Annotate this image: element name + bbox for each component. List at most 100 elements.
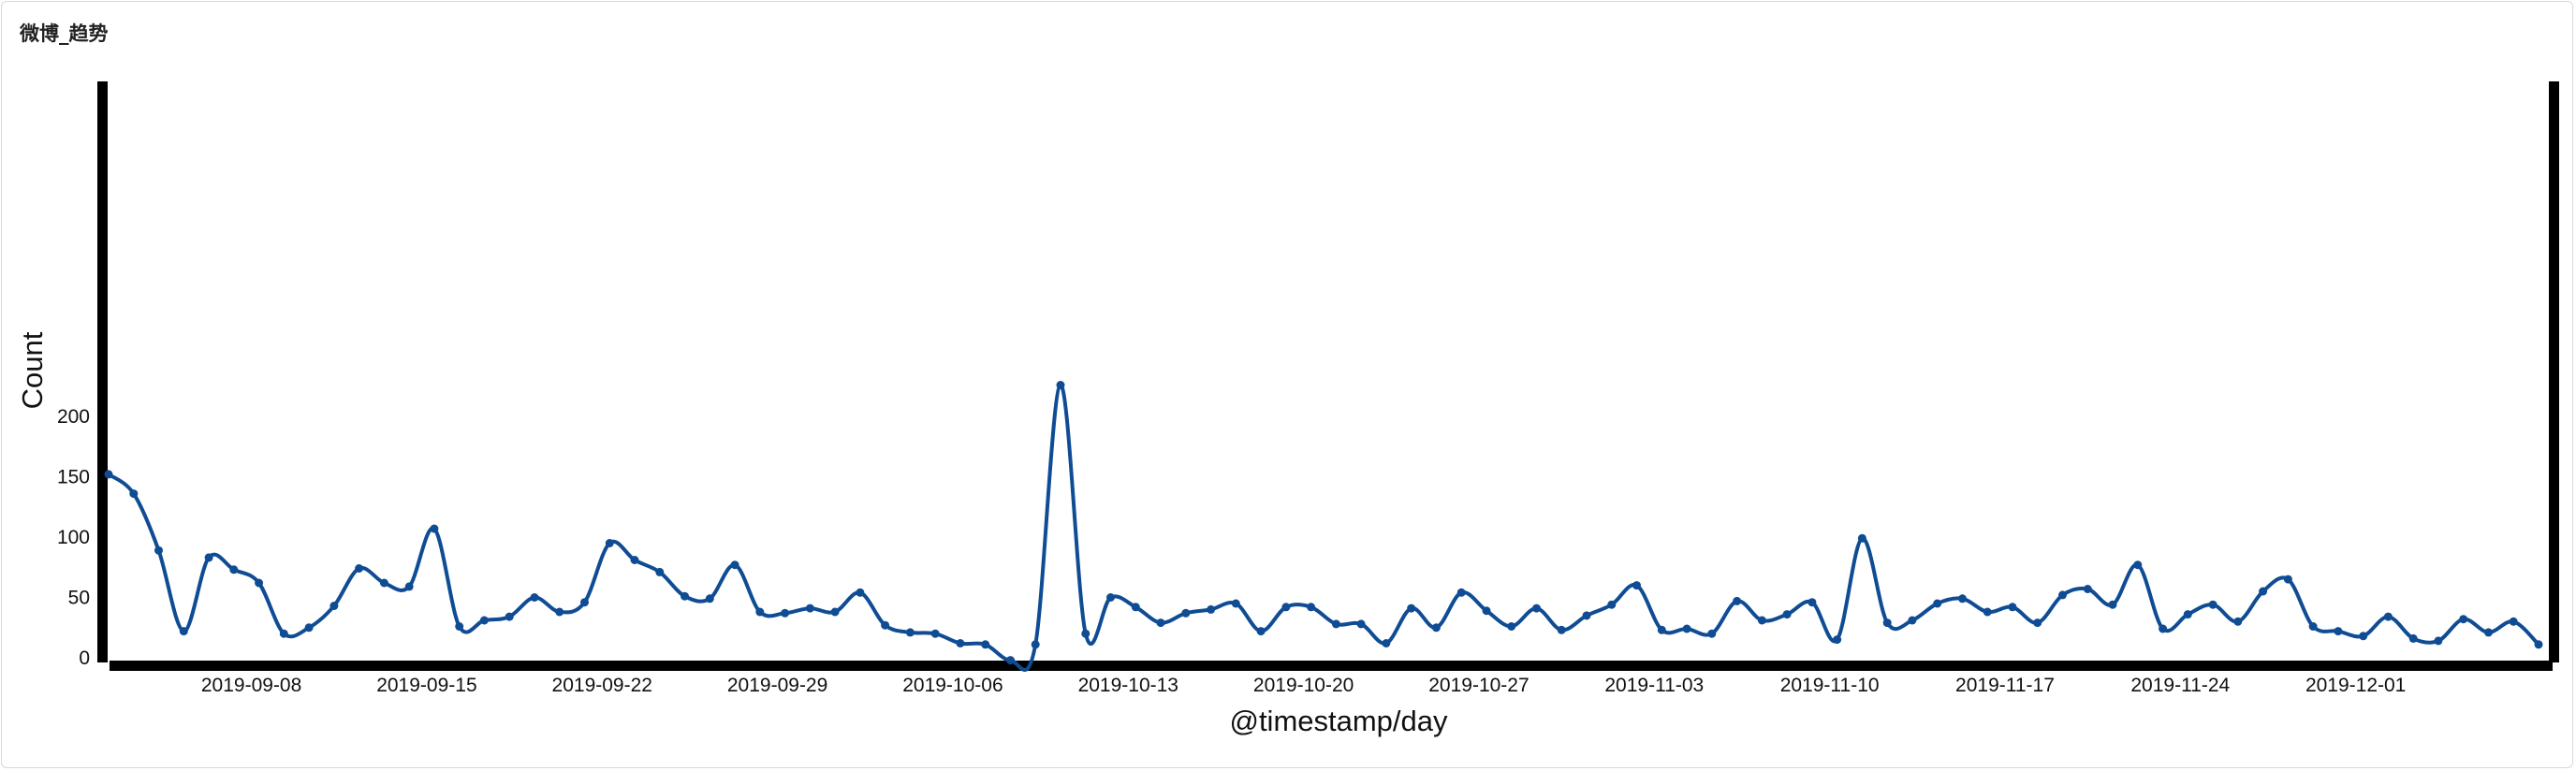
data-point: [1056, 381, 1065, 389]
data-point: [1356, 619, 1366, 629]
data-point: [2283, 575, 2292, 584]
data-point: [2534, 640, 2543, 649]
x-axis-title: @timestamp/day: [1229, 705, 1448, 737]
data-point: [1833, 635, 1842, 645]
data-point: [2459, 615, 2468, 624]
data-point: [605, 539, 614, 547]
data-point: [1757, 616, 1766, 625]
data-point: [881, 620, 890, 630]
x-axis: [110, 661, 2553, 671]
data-point: [2058, 590, 2067, 600]
data-point: [930, 629, 940, 638]
data-point: [355, 564, 364, 573]
data-point: [1908, 616, 1917, 625]
data-point: [705, 594, 714, 604]
data-point: [479, 616, 489, 625]
data-point: [1106, 593, 1115, 602]
data-point: [1431, 623, 1441, 633]
data-point: [905, 628, 915, 637]
data-point: [2359, 632, 2368, 641]
panel-title: 微博_趋势: [20, 22, 109, 45]
data-point: [2434, 636, 2443, 646]
data-point: [1882, 618, 1892, 628]
data-point: [129, 489, 139, 499]
data-point: [255, 578, 264, 588]
data-point: [2408, 633, 2418, 643]
data-point: [830, 607, 840, 617]
y-axis-right: [2549, 81, 2559, 662]
data-point: [1307, 603, 1316, 612]
data-point: [2308, 622, 2318, 631]
x-tick-label: 2019-10-20: [1253, 675, 1354, 696]
data-point: [2133, 560, 2143, 570]
data-point: [2108, 600, 2117, 609]
data-point: [204, 553, 213, 562]
data-point: [1256, 627, 1266, 636]
data-point: [2208, 600, 2217, 609]
data-point: [104, 470, 113, 479]
x-tick-label: 2019-10-27: [1428, 675, 1529, 696]
data-point: [956, 639, 965, 647]
y-tick-label: 200: [57, 406, 90, 428]
data-point: [430, 524, 439, 533]
data-point: [2233, 617, 2243, 626]
data-point: [1382, 639, 1391, 647]
data-point: [1607, 600, 1617, 609]
data-point: [1207, 604, 1216, 614]
data-point: [1081, 629, 1090, 638]
data-point: [2334, 627, 2343, 636]
x-tick-label: 2019-09-22: [552, 675, 652, 696]
data-point: [1456, 588, 1466, 597]
axes: [97, 81, 2559, 671]
data-point: [1857, 533, 1866, 543]
data-point: [781, 608, 790, 618]
data-point: [2159, 624, 2168, 633]
data-point: [805, 604, 814, 613]
x-tick-label: 2019-11-17: [1955, 675, 2055, 696]
data-point: [2033, 618, 2042, 628]
tick-labels: 0 50 100 150 200 2019-09-08 2019-09-15 2019-09-…: [57, 406, 2406, 696]
data-point: [2083, 585, 2092, 593]
data-point: [154, 546, 163, 555]
series-layer: [104, 381, 2543, 672]
data-point: [530, 593, 539, 602]
data-point: [1507, 622, 1516, 631]
x-tick-label: 2019-12-01: [2305, 675, 2406, 696]
data-point: [1933, 599, 1942, 608]
x-tick-label: 2019-09-29: [727, 675, 827, 696]
data-point: [379, 578, 388, 588]
x-tick-label: 2019-09-08: [201, 675, 301, 696]
data-point: [555, 607, 564, 617]
data-point: [179, 627, 188, 636]
data-point: [329, 602, 339, 610]
data-point: [505, 612, 514, 621]
data-point: [1808, 598, 1817, 607]
data-point: [2484, 628, 2493, 637]
x-tick-label: 2019-10-06: [902, 675, 1003, 696]
data-point: [681, 591, 689, 601]
y-axis-left: [97, 81, 108, 662]
series-line: [107, 383, 2540, 672]
x-tick-label: 2019-10-13: [1078, 675, 1178, 696]
x-tick-label: 2019-11-03: [1604, 675, 1704, 696]
data-point: [1557, 625, 1566, 634]
data-point: [1231, 599, 1240, 608]
y-tick-label: 150: [57, 467, 90, 488]
data-point: [1331, 619, 1340, 629]
data-point: [279, 629, 288, 638]
x-tick-label: 2019-09-15: [376, 675, 476, 696]
data-point: [1156, 618, 1165, 628]
data-point: [1131, 603, 1140, 612]
data-point: [2008, 603, 2017, 612]
x-tick-label: 2019-11-10: [1780, 675, 1880, 696]
data-point: [404, 582, 414, 591]
data-point: [2183, 610, 2192, 619]
data-point: [304, 623, 314, 633]
data-point: [730, 560, 739, 570]
x-tick-label: 2019-11-24: [2130, 675, 2230, 696]
data-point: [1482, 606, 1491, 616]
data-point: [1181, 608, 1191, 618]
data-point: [1958, 594, 1967, 604]
data-point: [2509, 617, 2518, 626]
